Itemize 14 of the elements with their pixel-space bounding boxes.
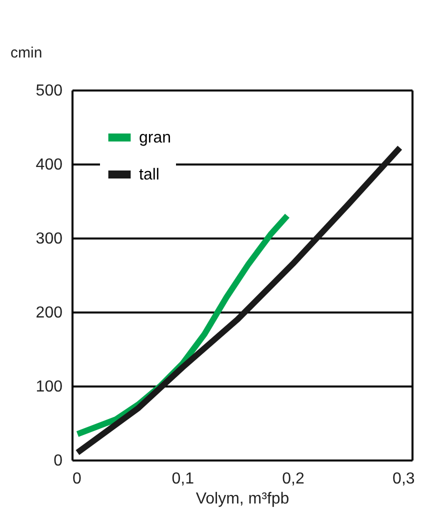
- y-tick-label: 400: [36, 156, 63, 174]
- legend-label: gran: [139, 130, 172, 146]
- x-axis-title: Volym, m³fpb: [196, 490, 290, 508]
- y-tick-label: 300: [36, 230, 63, 248]
- y-axis-title: cmin: [10, 44, 42, 62]
- x-tick-label: 0,1: [172, 470, 194, 488]
- x-tick-label: 0,3: [392, 470, 415, 488]
- x-tick-label: 0,2: [282, 470, 304, 488]
- y-tick-label: 0: [54, 452, 63, 470]
- y-tick-label: 100: [36, 378, 63, 396]
- y-tick-label: 200: [36, 304, 63, 322]
- x-tick-label: 0: [72, 470, 82, 488]
- y-tick-label: 500: [36, 82, 63, 100]
- legend-label: tall: [139, 166, 160, 184]
